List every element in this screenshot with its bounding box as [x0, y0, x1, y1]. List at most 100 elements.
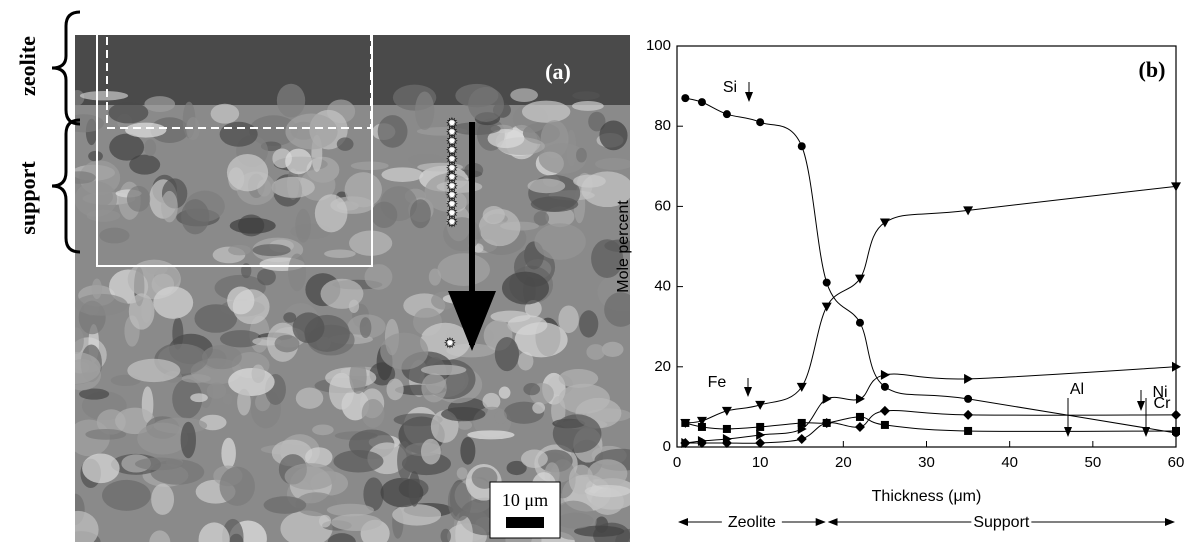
sem-grain — [227, 287, 254, 315]
sem-grain — [553, 414, 602, 453]
sem-grain — [211, 104, 240, 124]
sem-grain — [602, 342, 624, 357]
sem-grain — [331, 514, 382, 531]
sem-grain — [595, 158, 633, 170]
figure: ✹✹✹✹✹✹✹✹✹✹✹✹✹ zeolite support (a) 10 μm … — [0, 0, 1188, 542]
data-point — [881, 383, 889, 391]
sem-grain — [586, 344, 605, 360]
x-tick-label: 60 — [1168, 454, 1185, 471]
sem-grain — [127, 186, 150, 212]
data-point — [1171, 410, 1181, 420]
data-point — [798, 142, 806, 150]
sem-grain — [479, 209, 521, 246]
sem-grain — [337, 137, 354, 151]
data-point — [964, 374, 973, 384]
sem-grain — [380, 333, 428, 370]
data-point — [823, 279, 831, 287]
sem-spot: ✹ — [447, 214, 458, 229]
sem-grain — [127, 359, 180, 382]
sem-grain — [576, 148, 587, 163]
sem-grain — [507, 315, 547, 335]
sem-grain — [421, 439, 441, 465]
region-label: Zeolite — [728, 514, 776, 531]
sem-grain — [74, 181, 117, 217]
series-curve — [685, 98, 1176, 433]
sem-grain — [522, 101, 570, 123]
sem-grain — [109, 134, 144, 161]
series-label: Al — [1070, 381, 1084, 398]
sem-grain — [288, 254, 306, 292]
sem-grain — [467, 430, 514, 439]
sem-grain — [277, 84, 305, 118]
x-axis-label: Thickness (μm) — [872, 488, 982, 505]
sem-grain — [333, 450, 383, 473]
sem-grain — [557, 513, 594, 529]
sem-grain — [230, 218, 276, 234]
plot-frame — [677, 46, 1176, 447]
sem-grain — [324, 250, 356, 258]
scale-bar — [506, 517, 544, 528]
sem-grain — [534, 211, 549, 225]
y-axis-label: Mole percent — [615, 200, 632, 293]
sem-grain — [137, 423, 188, 455]
sem-grain — [558, 305, 579, 333]
x-tick-label: 40 — [1001, 454, 1018, 471]
sem-grain — [182, 374, 211, 383]
sem-grain — [92, 278, 102, 299]
data-point — [856, 319, 864, 327]
sem-grain — [129, 293, 155, 329]
sem-grain — [237, 389, 251, 416]
sem-grain — [429, 268, 441, 285]
sem-grain — [521, 450, 548, 468]
sem-grain — [599, 120, 627, 150]
sem-grain — [437, 253, 489, 286]
y-tick-label: 40 — [654, 278, 671, 295]
sem-grain — [151, 484, 174, 515]
sem-grain — [360, 317, 372, 338]
sem-grain — [345, 172, 382, 207]
sem-grain — [559, 369, 599, 388]
sem-grain — [351, 161, 389, 170]
sem-grain — [585, 485, 631, 497]
sem-grain — [523, 383, 540, 395]
sem-grain — [579, 310, 598, 337]
sem-grain — [468, 87, 504, 122]
sem-grain — [220, 467, 255, 506]
sem-grain — [495, 410, 507, 424]
sem-grain — [532, 402, 545, 413]
sem-grain — [407, 259, 417, 295]
sem-grain — [441, 407, 485, 421]
sem-grain — [75, 294, 128, 316]
data-point — [880, 218, 890, 227]
sem-grain — [109, 102, 149, 123]
sem-grain — [125, 123, 166, 138]
sem-grain — [296, 388, 323, 409]
sem-grain — [252, 365, 265, 384]
sem-grain — [135, 458, 183, 471]
sem-grain — [228, 368, 274, 396]
support-label: support — [15, 161, 40, 235]
data-point — [722, 407, 732, 416]
data-point — [964, 395, 972, 403]
sem-grain — [144, 139, 156, 156]
data-point — [698, 423, 706, 431]
sem-grain — [181, 199, 209, 234]
y-tick-label: 0 — [663, 438, 671, 455]
data-point — [880, 406, 890, 416]
x-tick-label: 10 — [752, 454, 769, 471]
data-point — [823, 394, 832, 404]
data-point — [681, 94, 689, 102]
sem-grain — [572, 101, 604, 111]
sem-grain — [207, 382, 227, 398]
data-point — [756, 430, 765, 440]
sem-grain — [349, 360, 366, 394]
sem-grain — [362, 399, 385, 428]
sem-grain — [275, 335, 300, 352]
sem-grain — [378, 115, 408, 148]
sem-grain — [365, 264, 393, 290]
sem-grain — [227, 154, 268, 191]
series-label: Ni — [1152, 384, 1167, 401]
sem-grain — [460, 437, 475, 465]
y-tick-label: 80 — [654, 117, 671, 134]
